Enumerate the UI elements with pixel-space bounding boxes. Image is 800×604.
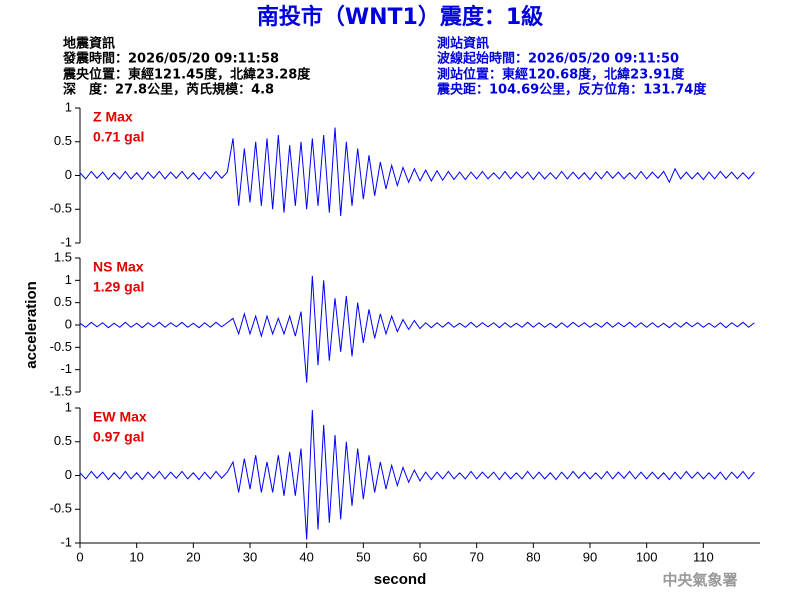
max-label: 1.29 gal	[93, 279, 144, 295]
x-tick-label: 30	[243, 549, 257, 564]
y-tick-label: -1	[60, 234, 72, 249]
x-tick-label: 100	[636, 549, 658, 564]
station-info: 震央距：104.69公里，反方位角：131.74度	[436, 82, 707, 98]
quake-info: 地震資訊	[63, 36, 115, 52]
max-label: 0.97 gal	[93, 429, 144, 445]
waveform	[79, 275, 755, 383]
quake-info: 深 度：27.8公里，芮氏規模：4.8	[63, 82, 274, 98]
station-info: 測站位置：東經120.68度，北緯23.91度	[437, 67, 685, 83]
x-tick-label: 110	[693, 549, 714, 564]
x-axis-label: second	[374, 571, 427, 588]
y-tick-label: -1	[60, 361, 72, 376]
x-tick-label: 90	[583, 549, 597, 564]
y-tick-label: 1	[65, 99, 72, 114]
y-tick-label: 1	[65, 399, 72, 414]
y-tick-label: -1	[60, 534, 72, 549]
y-tick-label: 1	[65, 272, 72, 287]
x-tick-label: 0	[76, 549, 83, 564]
credit: 中央氣象署	[662, 571, 737, 589]
y-axis-label: acceleration	[23, 281, 40, 369]
x-tick-label: 20	[186, 549, 200, 564]
y-tick-label: 0.5	[54, 133, 72, 148]
max-label: 0.71 gal	[93, 129, 144, 145]
waveform	[79, 409, 755, 540]
y-tick-label: 0.5	[54, 294, 72, 309]
chart-title: 南投市（WNT1）震度：1級	[257, 4, 543, 30]
y-tick-label: 0	[65, 167, 72, 182]
y-tick-label: -1.5	[50, 383, 72, 398]
waveform	[79, 127, 755, 217]
y-tick-label: -0.5	[50, 339, 72, 354]
channel-label: EW Max	[93, 409, 147, 425]
y-tick-label: 1.5	[54, 249, 72, 264]
station-info: 波線起始時間：2026/05/20 09:11:50	[437, 51, 679, 67]
y-tick-label: -0.5	[50, 501, 72, 516]
channel-label: Z Max	[93, 109, 133, 125]
quake-info: 震央位置：東經121.45度，北緯23.28度	[62, 67, 311, 83]
x-tick-label: 80	[526, 549, 540, 564]
channel-label: NS Max	[93, 259, 144, 275]
x-tick-label: 70	[469, 549, 483, 564]
y-tick-label: 0	[65, 316, 72, 331]
y-tick-label: 0	[65, 467, 72, 482]
y-tick-label: 0.5	[54, 433, 72, 448]
x-tick-label: 60	[413, 549, 427, 564]
x-tick-label: 40	[299, 549, 313, 564]
x-tick-label: 10	[129, 549, 143, 564]
y-tick-label: -0.5	[50, 201, 72, 216]
x-tick-label: 50	[356, 549, 370, 564]
station-info: 測站資訊	[437, 36, 489, 52]
quake-info: 發震時間：2026/05/20 09:11:58	[62, 51, 279, 67]
